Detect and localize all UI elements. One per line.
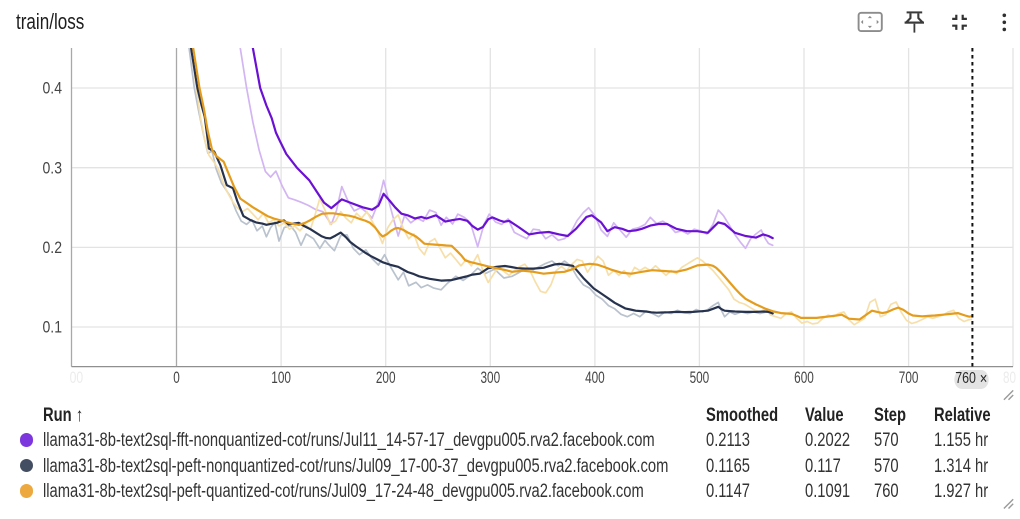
svg-text:0: 0 (173, 368, 180, 387)
svg-text:600: 600 (794, 368, 814, 387)
svg-text:500: 500 (690, 368, 710, 387)
svg-text:100: 100 (271, 368, 291, 387)
svg-text:400: 400 (585, 368, 605, 387)
svg-text:300: 300 (480, 368, 500, 387)
svg-text:0.4: 0.4 (43, 79, 63, 98)
svg-text:0.2: 0.2 (43, 238, 63, 257)
svg-text:700: 700 (899, 368, 919, 387)
svg-text:200: 200 (376, 368, 396, 387)
svg-text:0.3: 0.3 (43, 158, 63, 177)
svg-text:00: 00 (70, 368, 84, 387)
svg-text:0.1: 0.1 (43, 318, 63, 337)
svg-text:80: 80 (1003, 368, 1016, 387)
